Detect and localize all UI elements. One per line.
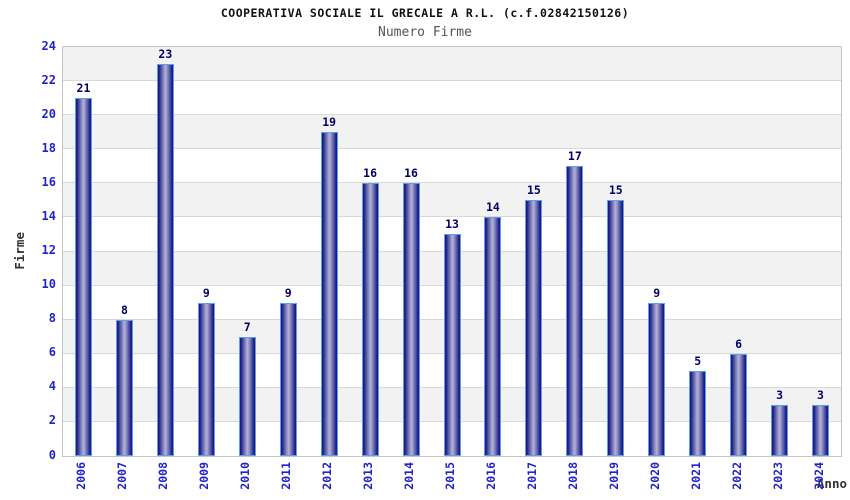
y-tick-label: 16 <box>41 174 56 189</box>
bar <box>320 132 338 456</box>
x-tick-label: 2011 <box>279 462 294 490</box>
y-tick-label: 10 <box>41 277 56 292</box>
bar-value-label: 5 <box>694 353 702 368</box>
bar <box>443 234 461 456</box>
x-tick-label: 2007 <box>115 462 130 490</box>
chart-subtitle: Numero Firme <box>378 25 472 40</box>
y-tick-label: 14 <box>41 208 56 223</box>
bar <box>771 404 789 456</box>
bar <box>607 200 625 456</box>
bar-value-label: 16 <box>363 166 378 181</box>
x-tick-label: 2008 <box>156 462 171 490</box>
plot-band <box>63 149 841 184</box>
bar <box>689 370 707 456</box>
y-tick-label: 22 <box>41 72 56 87</box>
bar <box>402 183 420 456</box>
x-tick-label: 2009 <box>197 462 212 490</box>
chart-title: COOPERATIVA SOCIALE IL GRECALE A R.L. (c… <box>220 6 630 20</box>
bar <box>238 336 256 456</box>
bar-value-label: 15 <box>608 183 623 198</box>
bar <box>156 64 174 456</box>
bar-value-label: 17 <box>567 149 582 164</box>
x-tick-label: 2017 <box>524 462 539 490</box>
x-tick-label: 2010 <box>238 462 253 490</box>
bar-value-label: 6 <box>735 336 743 351</box>
x-tick-label: 2024 <box>811 462 826 490</box>
x-tick-label: 2012 <box>320 462 335 490</box>
x-tick-label: 2020 <box>647 462 662 490</box>
y-tick-label: 18 <box>41 140 56 155</box>
bar-value-label: 8 <box>120 302 128 317</box>
bar-value-label: 3 <box>817 387 824 402</box>
bar-value-label: 16 <box>404 166 418 181</box>
x-tick-label: 2006 <box>74 462 89 490</box>
bar-value-label: 15 <box>526 183 541 198</box>
bar <box>484 217 502 456</box>
bar-value-label: 14 <box>486 200 500 215</box>
bar <box>197 302 215 456</box>
bar <box>812 404 830 456</box>
bar <box>525 200 543 456</box>
bar-value-label: 3 <box>776 387 784 402</box>
x-tick-label: 2021 <box>688 462 703 490</box>
x-tick-label: 2014 <box>402 462 417 490</box>
bar-value-label: 19 <box>322 115 337 130</box>
gridline <box>63 216 841 218</box>
bar-value-label: 7 <box>243 319 251 334</box>
bar <box>648 302 666 456</box>
y-tick-label: 24 <box>41 38 56 53</box>
plot-area: 21 8 23 9 7 9 19 16 16 13 14 15 17 15 9 5 6 3 3 <box>62 46 842 457</box>
gridline <box>63 114 841 116</box>
y-tick-label: 8 <box>48 311 56 326</box>
x-tick-label: 2022 <box>729 462 744 490</box>
bar <box>115 319 133 456</box>
bar-value-label: 9 <box>202 285 210 300</box>
x-tick-label: 2018 <box>565 462 580 490</box>
plot-band <box>63 183 841 218</box>
x-tick-label: 2023 <box>770 462 785 490</box>
y-tick-label: 6 <box>48 345 56 360</box>
x-tick-label: 2015 <box>443 462 457 490</box>
bar <box>730 353 748 456</box>
bar <box>74 98 92 456</box>
y-tick-label: 20 <box>41 106 56 121</box>
y-tick-label: 2 <box>48 413 56 428</box>
bar <box>566 166 584 456</box>
x-tick-label: 2019 <box>606 462 621 490</box>
plot-band <box>63 47 841 82</box>
x-tick-label: 2013 <box>361 462 376 490</box>
plot-band <box>63 115 841 150</box>
bar-value-label: 9 <box>653 285 661 300</box>
y-tick-label: 12 <box>41 243 56 257</box>
bar-value-label: 21 <box>76 81 91 96</box>
bar-value-label: 13 <box>445 217 459 232</box>
bar-value-label: 9 <box>284 285 292 300</box>
gridline <box>63 80 841 82</box>
gridline <box>63 148 841 150</box>
y-tick-label: 0 <box>48 447 56 462</box>
x-axis-title: Anno <box>816 476 847 491</box>
gridline <box>63 182 841 184</box>
bar <box>361 183 379 456</box>
x-tick-label: 2016 <box>483 462 498 490</box>
y-tick-label: 4 <box>48 379 56 394</box>
bar-value-label: 23 <box>158 47 173 62</box>
plot-band <box>63 81 841 116</box>
bar <box>279 302 297 456</box>
